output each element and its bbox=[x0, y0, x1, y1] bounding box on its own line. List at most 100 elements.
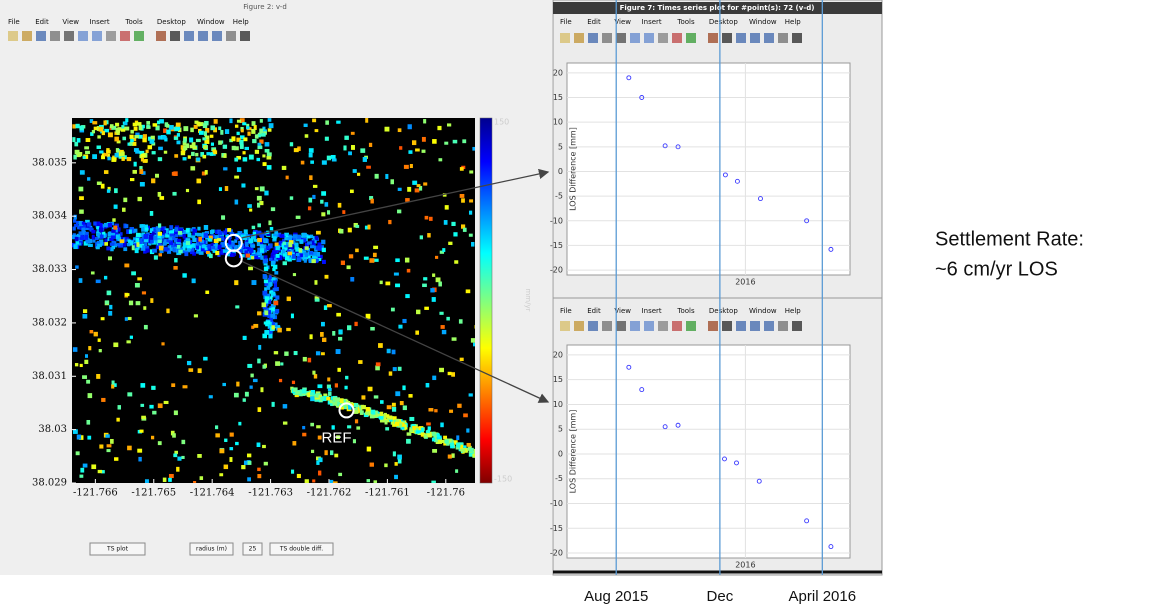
toolbar-button[interactable] bbox=[792, 321, 802, 331]
toolbar-button[interactable] bbox=[764, 321, 774, 331]
ps-point bbox=[231, 136, 235, 141]
menu-item[interactable]: Insert bbox=[642, 307, 662, 315]
toolbar-button[interactable] bbox=[708, 321, 718, 331]
menu-item[interactable]: Desktop bbox=[709, 307, 738, 315]
toolbar-button[interactable] bbox=[672, 321, 682, 331]
menu-item[interactable]: Insert bbox=[642, 18, 662, 26]
toolbar-button[interactable] bbox=[50, 31, 60, 41]
ps-point bbox=[79, 210, 84, 214]
ps-point bbox=[265, 142, 270, 146]
menu-item[interactable]: Desktop bbox=[709, 18, 738, 26]
toolbar-button[interactable] bbox=[764, 33, 774, 43]
toolbar-button[interactable] bbox=[78, 31, 88, 41]
toolbar-button[interactable] bbox=[184, 31, 194, 41]
ps-point bbox=[73, 155, 76, 160]
toolbar-button[interactable] bbox=[8, 31, 18, 41]
x-tick-label: -121.762 bbox=[307, 488, 352, 499]
toolbar-button[interactable] bbox=[36, 31, 46, 41]
toolbar-button[interactable] bbox=[560, 33, 570, 43]
toolbar-button[interactable] bbox=[778, 33, 788, 43]
toolbar-button[interactable] bbox=[602, 321, 612, 331]
toolbar-button[interactable] bbox=[120, 31, 130, 41]
toolbar-button[interactable] bbox=[750, 33, 760, 43]
menu-item[interactable]: Tools bbox=[124, 18, 143, 26]
toolbar-button[interactable] bbox=[750, 321, 760, 331]
toolbar-button[interactable] bbox=[736, 321, 746, 331]
menu-item[interactable]: Window bbox=[197, 18, 225, 26]
toolbar-button[interactable] bbox=[792, 33, 802, 43]
ps-point bbox=[177, 245, 181, 249]
toolbar-button[interactable] bbox=[560, 321, 570, 331]
toolbar-button[interactable] bbox=[630, 33, 640, 43]
ps-point bbox=[129, 142, 132, 146]
ps-point bbox=[136, 242, 139, 247]
toolbar-button[interactable] bbox=[602, 33, 612, 43]
menu-item[interactable]: Edit bbox=[35, 18, 49, 26]
toolbar-button[interactable] bbox=[672, 33, 682, 43]
ps-point bbox=[325, 137, 329, 141]
toolbar-button[interactable] bbox=[630, 321, 640, 331]
toolbar-button[interactable] bbox=[588, 321, 598, 331]
ps-point bbox=[172, 172, 175, 176]
ps-point bbox=[257, 238, 262, 242]
toolbar-button[interactable] bbox=[574, 321, 584, 331]
ps-point bbox=[309, 175, 312, 180]
toolbar-button[interactable] bbox=[722, 321, 732, 331]
ps-point bbox=[432, 438, 435, 442]
menu-item[interactable]: Tools bbox=[676, 18, 695, 26]
menu-item[interactable]: View bbox=[614, 18, 631, 26]
toolbar-button[interactable] bbox=[170, 31, 180, 41]
toolbar-button[interactable] bbox=[92, 31, 102, 41]
toolbar-button[interactable] bbox=[588, 33, 598, 43]
ps-point bbox=[151, 436, 154, 440]
ps-point bbox=[183, 126, 188, 131]
menu-item[interactable]: File bbox=[560, 18, 572, 26]
ps-point bbox=[267, 286, 271, 290]
toolbar-button[interactable] bbox=[722, 33, 732, 43]
menu-item[interactable]: File bbox=[8, 18, 20, 26]
toolbar-button[interactable] bbox=[616, 321, 626, 331]
ps-point bbox=[402, 385, 405, 390]
toolbar-button[interactable] bbox=[240, 31, 250, 41]
ps-point bbox=[308, 206, 311, 210]
toolbar-button[interactable] bbox=[156, 31, 166, 41]
toolbar-button[interactable] bbox=[22, 31, 32, 41]
ps-point bbox=[178, 250, 182, 254]
ps-point bbox=[385, 420, 388, 424]
menu-item[interactable]: Tools bbox=[676, 307, 695, 315]
menu-item[interactable]: Help bbox=[785, 18, 802, 26]
ps-point bbox=[264, 462, 268, 466]
menu-item[interactable]: Insert bbox=[90, 18, 110, 26]
toolbar-button[interactable] bbox=[658, 321, 668, 331]
toolbar-button[interactable] bbox=[212, 31, 222, 41]
menu-item[interactable]: Edit bbox=[587, 18, 601, 26]
ps-point bbox=[160, 227, 163, 230]
toolbar-button[interactable] bbox=[226, 31, 236, 41]
toolbar-button[interactable] bbox=[64, 31, 74, 41]
menu-item[interactable]: Desktop bbox=[157, 18, 186, 26]
x-tick-label: -121.763 bbox=[248, 488, 293, 499]
menu-item[interactable]: Help bbox=[785, 307, 802, 315]
toolbar-button[interactable] bbox=[574, 33, 584, 43]
menu-item[interactable]: Window bbox=[749, 307, 777, 315]
ps-point bbox=[158, 192, 161, 197]
menu-item[interactable]: View bbox=[62, 18, 79, 26]
menu-item[interactable]: Help bbox=[233, 18, 250, 26]
toolbar-button[interactable] bbox=[686, 321, 696, 331]
ps-point bbox=[213, 150, 217, 154]
toolbar-button[interactable] bbox=[708, 33, 718, 43]
toolbar-button[interactable] bbox=[644, 321, 654, 331]
toolbar-button[interactable] bbox=[658, 33, 668, 43]
toolbar-button[interactable] bbox=[616, 33, 626, 43]
toolbar-button[interactable] bbox=[106, 31, 116, 41]
toolbar-button[interactable] bbox=[778, 321, 788, 331]
toolbar-button[interactable] bbox=[686, 33, 696, 43]
toolbar-button[interactable] bbox=[198, 31, 208, 41]
toolbar-button[interactable] bbox=[736, 33, 746, 43]
toolbar-button[interactable] bbox=[644, 33, 654, 43]
menu-item[interactable]: View bbox=[614, 307, 631, 315]
toolbar-button[interactable] bbox=[134, 31, 144, 41]
menu-item[interactable]: Edit bbox=[587, 307, 601, 315]
menu-item[interactable]: Window bbox=[749, 18, 777, 26]
menu-item[interactable]: File bbox=[560, 307, 572, 315]
